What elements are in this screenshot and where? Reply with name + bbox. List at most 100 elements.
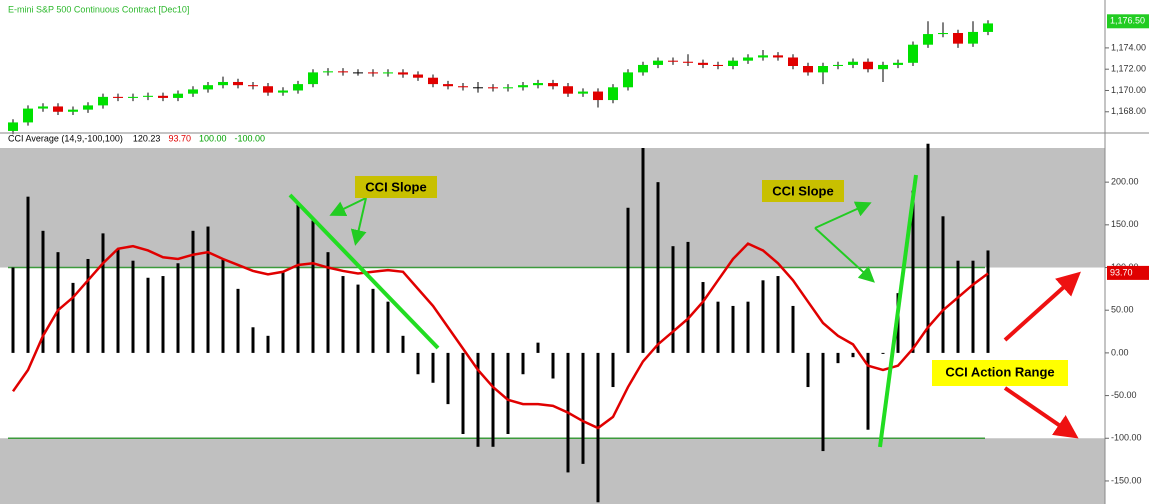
cci-bar xyxy=(776,276,780,353)
cci-bar xyxy=(371,288,375,353)
candle-body xyxy=(773,55,783,58)
candle-body xyxy=(908,44,918,63)
candle-body xyxy=(548,83,558,87)
cci-bar xyxy=(866,352,870,430)
cci-bar xyxy=(476,352,480,447)
cci-bar xyxy=(821,352,825,452)
candle-body xyxy=(848,61,858,65)
cci-bar xyxy=(761,280,765,353)
cci-bar xyxy=(671,246,675,353)
cci-bar xyxy=(581,352,585,464)
candle-body xyxy=(23,108,33,123)
candle-body xyxy=(503,87,513,89)
candle-body xyxy=(158,95,168,98)
readout: 120.23 xyxy=(133,133,161,143)
candle-body xyxy=(623,72,633,88)
candle-body xyxy=(743,57,753,61)
last-value-label: 1,176.50 xyxy=(1110,16,1145,26)
cci-bar xyxy=(446,352,450,405)
candle-body xyxy=(233,81,243,86)
candle-body xyxy=(323,71,333,73)
overbought-band xyxy=(0,148,1105,268)
candle-body xyxy=(113,96,123,98)
cci-bar xyxy=(266,335,270,353)
candle-body xyxy=(863,61,873,70)
annotation: CCI Slope xyxy=(772,183,833,198)
cci-bar xyxy=(191,230,195,353)
cci-bar xyxy=(956,260,960,353)
candle-body xyxy=(203,85,213,90)
cci-bar xyxy=(431,352,435,383)
y-tick-label: 150.00 xyxy=(1111,219,1139,229)
candle-body xyxy=(608,87,618,101)
cci-average-line xyxy=(11,242,989,430)
last-value-tag xyxy=(1107,265,1149,280)
cci-bar xyxy=(926,143,930,353)
candle-body xyxy=(173,93,183,98)
cci-bar xyxy=(311,220,315,353)
candle-body xyxy=(668,60,678,62)
cci-bar xyxy=(26,196,30,353)
cci-bar xyxy=(326,252,330,353)
cci-bar xyxy=(206,226,210,353)
candle-body xyxy=(983,23,993,32)
cci-bar xyxy=(41,230,45,353)
cci-bar xyxy=(536,342,540,353)
arrow xyxy=(1003,271,1081,342)
cci-bar xyxy=(941,216,945,353)
candle-body xyxy=(923,34,933,45)
y-tick-label: 1,170.00 xyxy=(1111,85,1146,95)
candle-body xyxy=(8,122,18,131)
last-value-label: 93.70 xyxy=(1110,267,1133,277)
y-tick-label: 1,172.00 xyxy=(1111,64,1146,74)
cci-bar xyxy=(686,241,690,353)
cci-bar xyxy=(716,301,720,353)
candle-body xyxy=(68,109,78,112)
cci-bar xyxy=(611,352,615,388)
cci-bar xyxy=(116,248,120,353)
cci-bar xyxy=(236,288,240,353)
candle-body xyxy=(53,106,63,112)
candle-body xyxy=(128,96,138,98)
candle-body xyxy=(308,72,318,85)
candle-body xyxy=(953,33,963,44)
cci-bar xyxy=(656,182,660,353)
y-tick-label: -100.00 xyxy=(1111,433,1142,443)
arrow xyxy=(1003,386,1079,439)
arrow xyxy=(350,197,367,246)
y-tick-label: 1,174.00 xyxy=(1111,42,1146,52)
cci-bar xyxy=(701,282,705,353)
candle-body xyxy=(248,85,258,87)
candle-body xyxy=(293,84,303,91)
y-tick-label: 0.00 xyxy=(1111,347,1129,357)
slope-line xyxy=(878,174,918,448)
candle-body xyxy=(443,84,453,87)
cci-bar xyxy=(386,301,390,353)
cci-bar xyxy=(836,352,840,364)
cci-bar xyxy=(416,352,420,375)
candle-body xyxy=(353,72,363,74)
cci-bar xyxy=(176,263,180,353)
cci-bar xyxy=(56,252,60,353)
candle-body xyxy=(143,95,153,97)
cci-bar xyxy=(401,335,405,353)
cci-bar xyxy=(806,352,810,388)
candle-body xyxy=(638,64,648,73)
readout: 100.00 xyxy=(199,133,227,143)
cci-bar xyxy=(251,327,255,353)
annotation-box xyxy=(355,176,437,198)
candle-body xyxy=(803,66,813,73)
readout: -100.00 xyxy=(235,133,266,143)
cci-bar xyxy=(506,352,510,434)
y-tick-label: -150.00 xyxy=(1111,475,1142,485)
cci-bar xyxy=(146,277,150,353)
cci-bar xyxy=(341,276,345,353)
candle-body xyxy=(893,62,903,65)
candle-body xyxy=(578,91,588,94)
arrow xyxy=(814,201,872,229)
cci-bar xyxy=(101,233,105,353)
candle-body xyxy=(563,86,573,94)
candle-body xyxy=(788,57,798,66)
cci-bar xyxy=(971,260,975,353)
